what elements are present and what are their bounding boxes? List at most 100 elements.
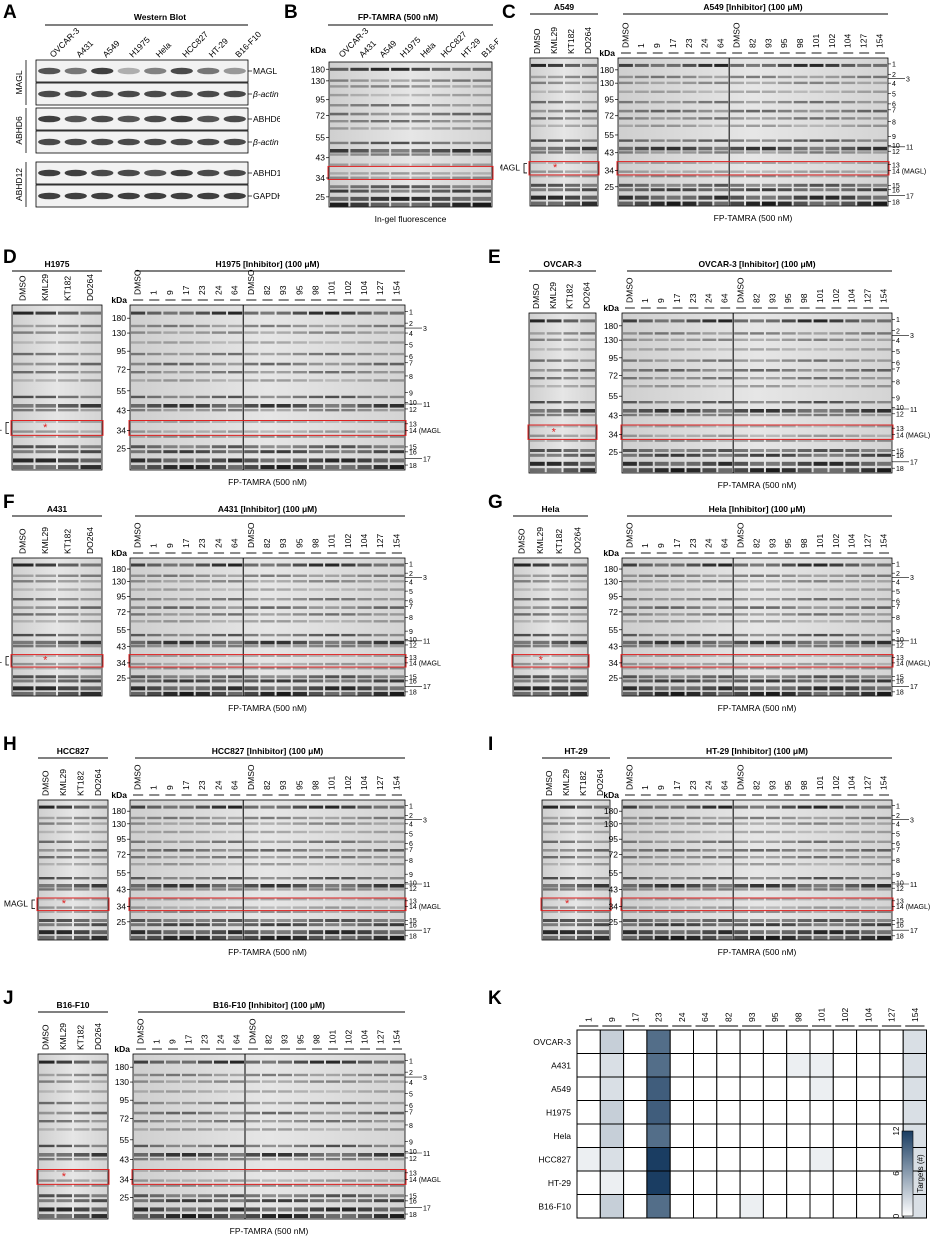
gel-band: [276, 675, 291, 679]
gel-band: [702, 377, 717, 380]
gel-band: [845, 588, 860, 591]
band-label: 2: [409, 813, 413, 820]
band-label: 18: [892, 199, 900, 206]
gel-band: [638, 830, 653, 834]
gel-band: [411, 112, 430, 116]
gel-band: [813, 644, 828, 648]
gel-band: [80, 311, 101, 315]
gel-band: [373, 919, 388, 922]
gel-band: [797, 369, 812, 372]
gel-band: [390, 1120, 404, 1123]
gel-band: [634, 161, 649, 164]
gel-band: [548, 109, 563, 113]
blot-band: [91, 192, 114, 200]
gel-band: [325, 311, 340, 315]
gel-band: [531, 81, 546, 85]
gel-band: [845, 644, 860, 648]
heatmap-cell: [832, 1123, 858, 1148]
gel-band: [548, 139, 563, 142]
gel-band: [577, 863, 592, 866]
gel-band: [750, 863, 764, 866]
lane-label: 104: [359, 1030, 369, 1044]
lane-label: KT182: [76, 771, 86, 796]
lane-label: 154: [878, 776, 888, 790]
gel-band: [13, 404, 34, 408]
lane-label: A549: [101, 38, 122, 59]
gel-band: [563, 348, 579, 351]
gel-band: [686, 840, 701, 843]
lane-label: B16-F10: [233, 29, 263, 59]
lane-label: 17: [181, 285, 191, 295]
gel-band: [793, 63, 808, 67]
gel-band: [325, 644, 340, 648]
blot-band: [91, 90, 114, 98]
gel-band: [431, 189, 451, 193]
gel-band: [326, 1153, 340, 1157]
gel-band: [634, 90, 649, 93]
gel-band: [702, 686, 717, 691]
band-label: 9: [409, 629, 413, 636]
gel-band: [761, 201, 776, 206]
heatmap-cell: [879, 1076, 904, 1101]
gel-band: [666, 117, 681, 120]
gel-band: [543, 805, 558, 809]
gel-band: [35, 620, 56, 623]
gel-band: [734, 654, 749, 657]
gel-band: [373, 679, 388, 683]
lane-label: DMSO: [736, 764, 746, 790]
gel-band: [228, 435, 243, 438]
gel-band: [750, 654, 764, 657]
gel-band: [718, 662, 733, 666]
gel-band: [718, 679, 733, 683]
heatmap-cell: [669, 1053, 694, 1078]
lane-label: 104: [359, 281, 369, 295]
gel-band: [452, 189, 471, 193]
gel-band: [131, 898, 146, 901]
band-label: 8: [409, 858, 413, 865]
gel-band: [551, 675, 569, 679]
gel-band: [650, 75, 665, 79]
kda-marker: 130: [604, 576, 618, 586]
gel-band: [565, 151, 580, 154]
gel-band: [546, 434, 562, 437]
kda-marker: 25: [316, 192, 326, 202]
gel-band: [244, 898, 259, 901]
gel-band: [670, 461, 685, 466]
gel-band: [718, 588, 733, 591]
gel-band: [260, 830, 275, 834]
band-label: 3: [910, 817, 914, 824]
gel-band: [131, 574, 146, 577]
gel-band: [80, 395, 101, 399]
heatmap-cell: [576, 1053, 601, 1078]
gel-band: [147, 640, 162, 645]
gel-band: [308, 654, 324, 657]
gel-band: [873, 195, 887, 200]
gel-band: [861, 574, 876, 577]
band-label: 8: [409, 615, 413, 622]
gel-band: [74, 923, 90, 927]
gel-band: [244, 930, 259, 935]
gel-band: [702, 338, 717, 341]
gel-band: [781, 613, 796, 616]
heatmap-cell: [716, 1194, 741, 1219]
gel-band: [829, 439, 844, 442]
gel-band: [861, 359, 876, 362]
lane-label: DMSO: [620, 22, 630, 48]
heatmap-cell: [832, 1029, 858, 1054]
gel-band: [654, 588, 669, 591]
gel-band: [260, 324, 275, 328]
gel-band: [750, 640, 764, 645]
gel-band: [211, 371, 227, 374]
gel-band: [530, 338, 545, 341]
gel-band: [809, 124, 824, 127]
gel-band: [228, 640, 243, 645]
gel-band: [163, 644, 178, 648]
gel-band: [730, 63, 745, 67]
heatmap-cell: [879, 1053, 904, 1078]
lane-label: 98: [310, 780, 320, 790]
gel-band: [560, 805, 575, 809]
gel-band: [373, 805, 388, 809]
gel-band: [702, 563, 717, 567]
gel-band: [373, 395, 388, 399]
gel-band: [845, 369, 860, 372]
